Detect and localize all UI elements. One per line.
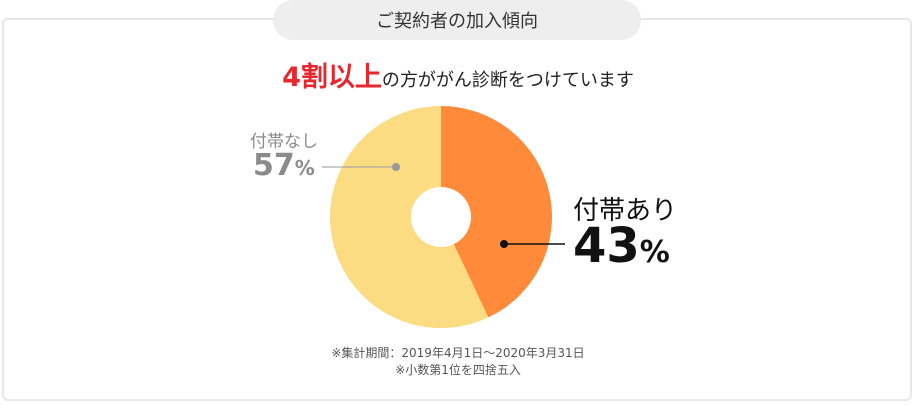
note-rounding: ※小数第1位を四捨五入: [395, 363, 521, 377]
label-without-name: 付帯なし: [250, 132, 318, 152]
leader-dot-without: [392, 163, 400, 171]
leader-dot-with: [500, 240, 508, 248]
label-without-unit: %: [294, 156, 315, 180]
label-with-value: 43%: [573, 218, 670, 274]
section-badge: ご契約者の加入傾向: [273, 0, 641, 40]
donut-slices: [329, 106, 552, 328]
label-without-value: 57%: [253, 148, 315, 183]
label-with-number: 43: [573, 218, 640, 274]
donut-hole: [411, 187, 471, 247]
donut-slice-without: [329, 106, 489, 328]
headline-emphasis: 4割以上: [282, 62, 382, 93]
headline: 4割以上の方ががん診断をつけています: [0, 55, 916, 94]
donut-slice-with: [441, 106, 552, 318]
label-with-name: 付帯あり: [573, 196, 678, 226]
label-without-number: 57: [253, 148, 295, 183]
note-period: ※集計期間：2019年4月1日～2020年3月31日: [331, 346, 585, 360]
headline-rest: の方ががん診断をつけています: [381, 70, 634, 91]
label-with-unit: %: [639, 235, 670, 270]
